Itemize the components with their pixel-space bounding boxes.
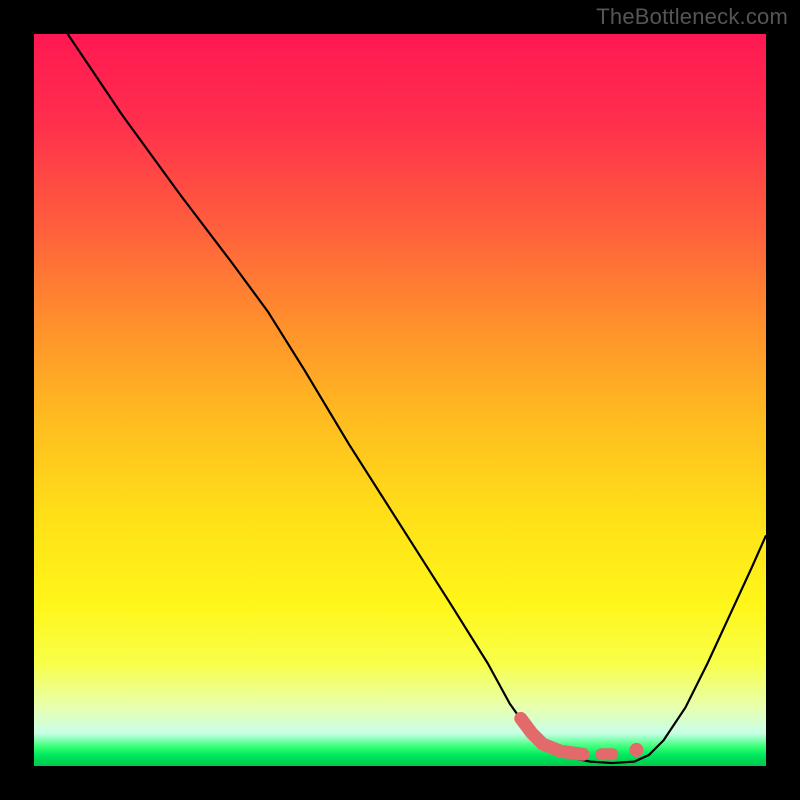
watermark-text: TheBottleneck.com [596, 4, 788, 30]
page-root: TheBottleneck.com [0, 0, 800, 800]
plot-area [34, 34, 766, 766]
